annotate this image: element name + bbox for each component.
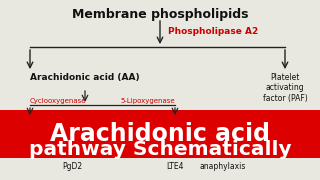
Text: 5-Lipoxygenase: 5-Lipoxygenase [120,98,175,104]
Text: pathway Schematically: pathway Schematically [29,140,291,159]
Text: PgD2: PgD2 [62,162,82,171]
Text: Arachidonic acid (AA): Arachidonic acid (AA) [30,73,140,82]
Text: Arachidonic acid: Arachidonic acid [50,122,270,146]
Text: Phospholipase A2: Phospholipase A2 [168,28,258,37]
Text: LTE4: LTE4 [166,162,184,171]
Text: anaphylaxis: anaphylaxis [200,162,246,171]
Text: Membrane phospholipids: Membrane phospholipids [72,8,248,21]
Text: Cyclooxygenase: Cyclooxygenase [30,98,86,104]
Bar [0,110,320,158]
Text: Platelet
activating
factor (PAF): Platelet activating factor (PAF) [263,73,308,103]
